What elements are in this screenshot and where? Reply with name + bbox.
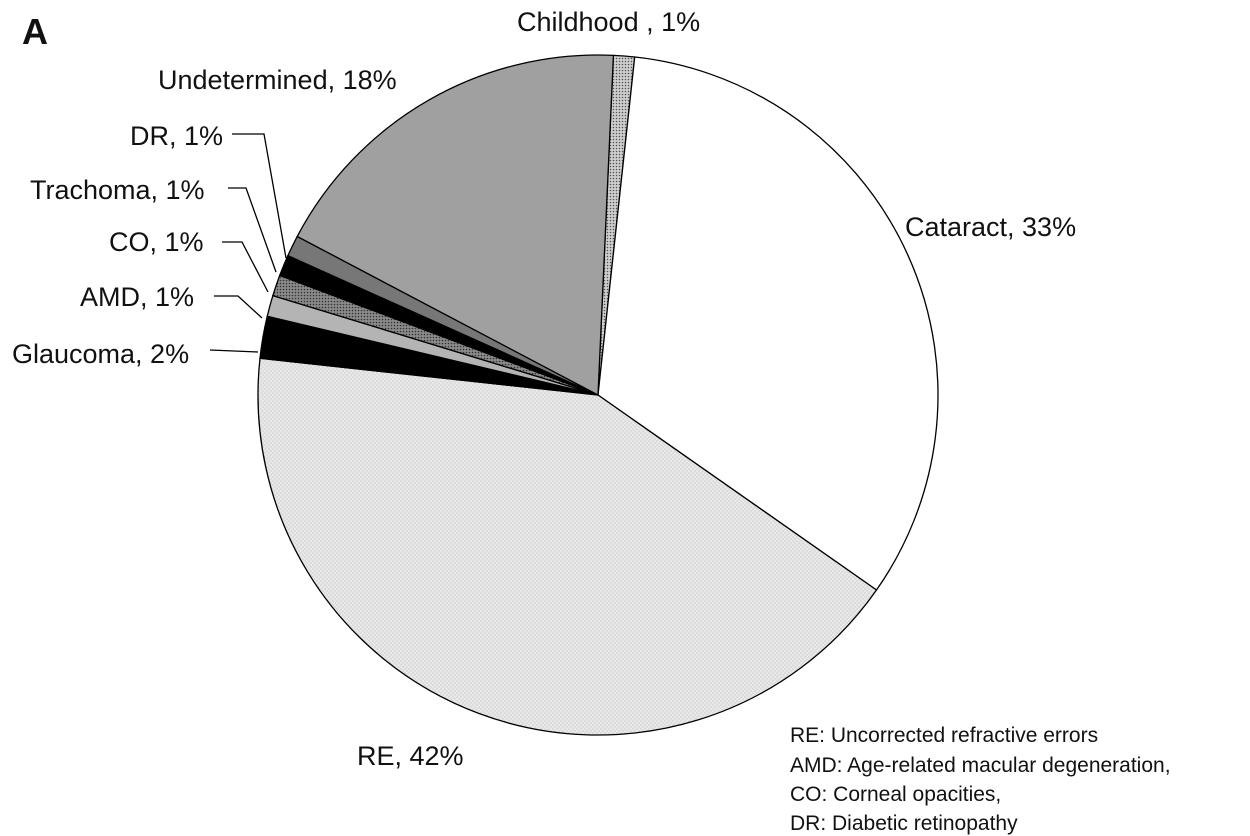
slice-label-glaucoma: Glaucoma, 2%: [12, 339, 189, 369]
leader-line-trachoma: [228, 187, 277, 273]
abbreviation-co: CO: Corneal opacities,: [790, 783, 1001, 806]
leader-lines: [209, 133, 287, 353]
leader-line-amd: [214, 295, 263, 319]
pie-slice-undetermined: [296, 54, 615, 397]
slice-label-cataract: Cataract, 33%: [905, 212, 1076, 242]
leader-line-co: [222, 241, 269, 293]
slice-label-trachoma: Trachoma, 1%: [30, 175, 205, 205]
slice-label-childhood: Childhood , 1%: [517, 7, 700, 37]
slice-label-amd: AMD, 1%: [80, 282, 194, 312]
abbreviation-amd: AMD: Age-related macular degeneration,: [790, 754, 1171, 777]
leader-line-glaucoma: [209, 349, 259, 353]
abbreviation-dr: DR: Diabetic retinopathy: [790, 812, 1018, 835]
leader-line-dr: [232, 133, 287, 259]
panel-label: A: [22, 11, 48, 52]
pie-slice-cataract: [597, 56, 939, 591]
abbreviation-re: RE: Uncorrected refractive errors: [790, 724, 1098, 747]
slice-label-undetermined: Undetermined, 18%: [158, 65, 397, 95]
pie-slices: [257, 54, 939, 736]
slice-label-co: CO, 1%: [109, 227, 204, 257]
pie-slice-re: [257, 357, 878, 736]
slice-label-dr: DR, 1%: [130, 121, 223, 151]
slice-label-re: RE, 42%: [357, 741, 464, 771]
